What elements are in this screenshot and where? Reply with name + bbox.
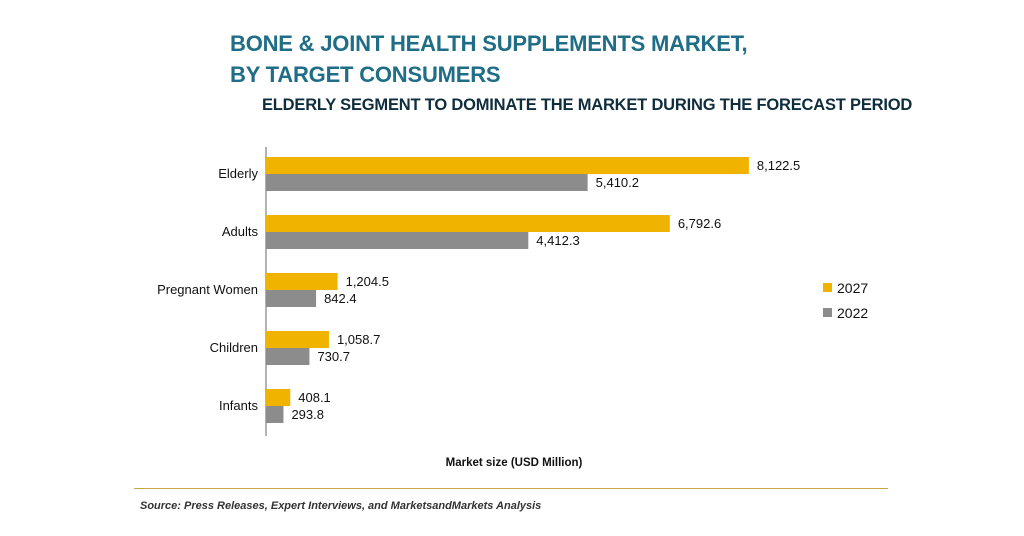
category-label-elderly: Elderly [218,166,258,181]
source-divider [134,488,888,489]
data-label-2027-children: 1,058.7 [337,332,380,347]
legend-swatch-2027 [823,283,832,292]
chart-title: BONE & JOINT HEALTH SUPPLEMENTS MARKET, … [230,28,748,90]
x-axis-title: Market size (USD Million) [446,457,583,469]
category-label-children: Children [210,340,258,355]
chart-title-line2: BY TARGET CONSUMERS [230,62,501,87]
chart-title-line1: BONE & JOINT HEALTH SUPPLEMENTS MARKET, [230,31,748,56]
bar-2022-children [266,348,310,365]
data-label-2022-children: 730.7 [317,349,350,364]
bar-2027-elderly [266,157,749,174]
legend-label-2027: 2027 [837,280,868,296]
bar-2027-pregnant-women [266,273,338,290]
bar-2027-children [266,331,329,348]
category-label-infants: Infants [219,398,259,413]
data-label-2022-elderly: 5,410.2 [596,175,639,190]
bar-2022-elderly [266,174,588,191]
data-label-2027-infants: 408.1 [298,390,331,405]
bar-2022-adults [266,232,529,249]
data-label-2027-adults: 6,792.6 [678,216,721,231]
bar-2027-infants [266,389,291,406]
category-label-pregnant-women: Pregnant Women [157,282,258,297]
data-label-2027-pregnant-women: 1,204.5 [346,274,389,289]
bar-2022-infants [266,406,284,423]
data-label-2022-adults: 4,412.3 [536,233,579,248]
bar-2022-pregnant-women [266,290,317,307]
chart-subtitle: ELDERLY SEGMENT TO DOMINATE THE MARKET D… [262,96,913,114]
legend-swatch-2022 [823,308,832,317]
data-label-2027-elderly: 8,122.5 [757,158,800,173]
data-label-2022-pregnant-women: 842.4 [324,291,357,306]
legend-label-2022: 2022 [837,305,868,321]
data-label-2022-infants: 293.8 [291,407,324,422]
category-label-adults: Adults [222,224,259,239]
source-note: Source: Press Releases, Expert Interview… [140,500,542,512]
bar-2027-adults [266,215,670,232]
